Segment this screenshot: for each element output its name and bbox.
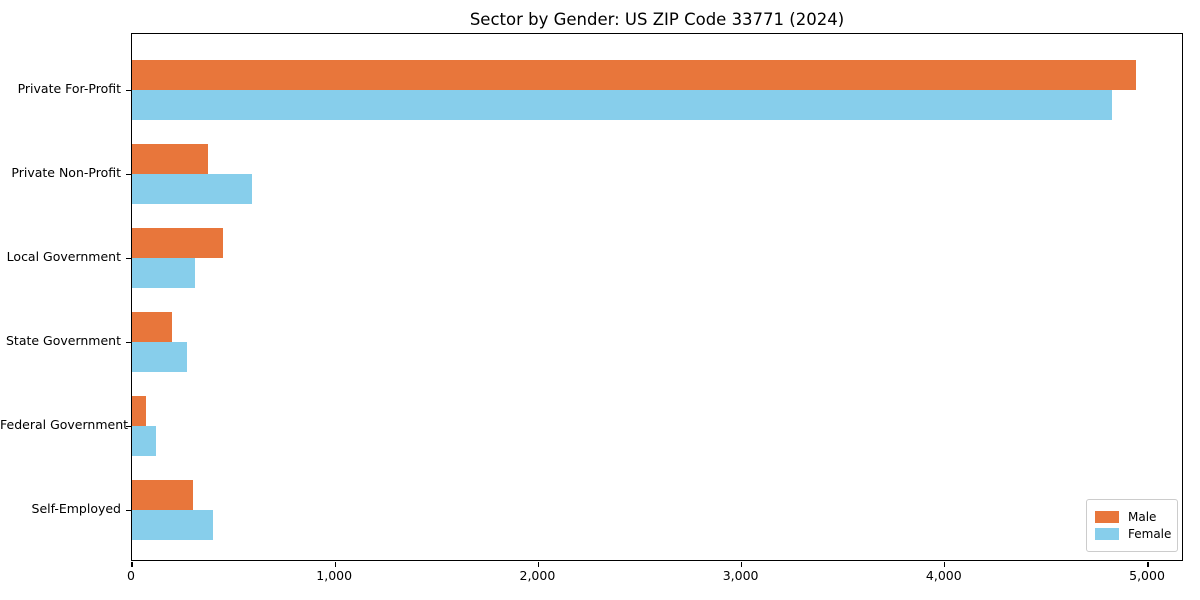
legend-label-female: Female xyxy=(1128,527,1172,541)
x-tick-label-0: 0 xyxy=(127,568,135,583)
legend-item-female: Female xyxy=(1095,527,1172,541)
x-tick-mark xyxy=(741,562,743,567)
y-tick-mark xyxy=(125,341,131,343)
bar-female-federal-government xyxy=(132,426,156,456)
y-tick-mark xyxy=(125,509,131,511)
bar-female-private-non-profit xyxy=(132,174,252,204)
bar-male-private-for-profit xyxy=(132,60,1136,90)
y-tick-mark xyxy=(125,89,131,91)
y-tick-label-state-government: State Government xyxy=(5,333,121,348)
legend-label-male: Male xyxy=(1128,510,1157,524)
legend: Male Female xyxy=(1086,499,1178,552)
bar-female-self-employed xyxy=(132,510,213,540)
legend-swatch-female xyxy=(1095,528,1119,540)
y-tick-label-federal-government: Federal Government xyxy=(0,417,129,432)
y-tick-label-private-for-profit: Private For-Profit xyxy=(17,81,121,96)
x-tick-mark xyxy=(944,562,946,567)
x-tick-label-2000: 2,000 xyxy=(519,568,556,583)
y-tick-label-self-employed: Self-Employed xyxy=(31,501,121,516)
legend-swatch-male xyxy=(1095,511,1119,523)
y-tick-mark xyxy=(125,173,131,175)
bar-male-federal-government xyxy=(132,396,146,426)
bar-male-local-government xyxy=(132,228,223,258)
x-tick-label-4000: 4,000 xyxy=(925,568,962,583)
plot-area: Male Female xyxy=(125,33,1183,567)
y-tick-mark xyxy=(125,257,131,259)
bar-male-self-employed xyxy=(132,480,193,510)
legend-item-male: Male xyxy=(1095,510,1169,524)
bar-female-state-government xyxy=(132,342,187,372)
x-tick-label-1000: 1,000 xyxy=(316,568,353,583)
x-tick-mark xyxy=(334,562,336,567)
x-tick-mark xyxy=(131,562,133,567)
y-tick-mark xyxy=(125,425,131,427)
x-tick-label-3000: 3,000 xyxy=(722,568,759,583)
bar-female-local-government xyxy=(132,258,195,288)
bar-male-state-government xyxy=(132,312,172,342)
x-tick-label-5000: 5,000 xyxy=(1129,568,1165,583)
bar-male-private-non-profit xyxy=(132,144,208,174)
x-tick-mark xyxy=(537,562,539,567)
x-tick-mark xyxy=(1147,562,1149,567)
y-tick-label-private-non-profit: Private Non-Profit xyxy=(11,165,121,180)
bar-female-private-for-profit xyxy=(132,90,1112,120)
y-tick-label-local-government: Local Government xyxy=(6,249,121,264)
chart-title: Sector by Gender: US ZIP Code 33771 (202… xyxy=(469,10,845,29)
